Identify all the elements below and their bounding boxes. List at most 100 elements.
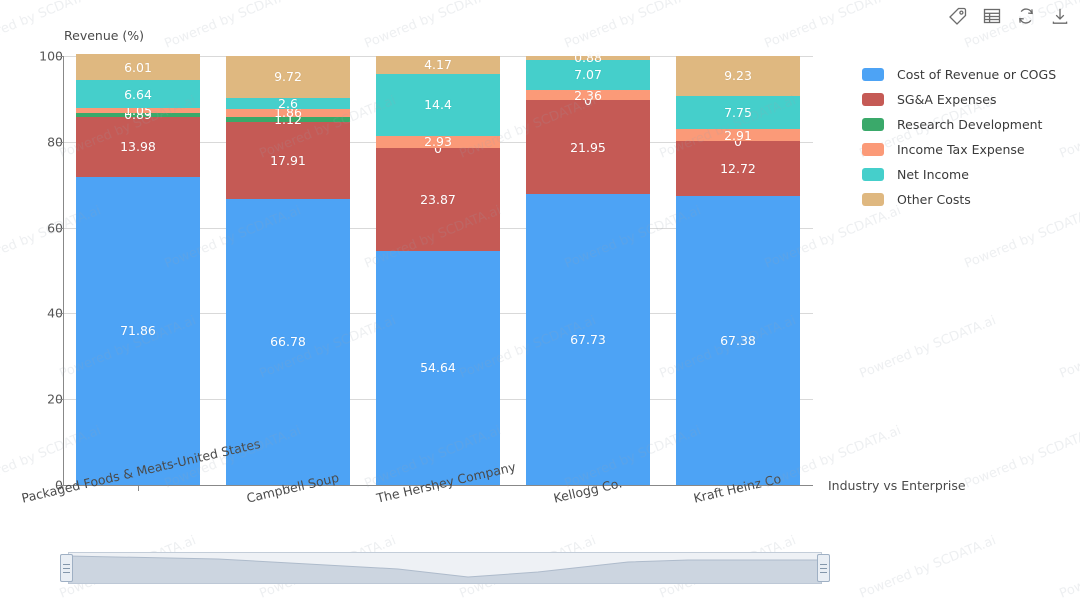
bar-segment[interactable]: 1.05 <box>76 103 200 118</box>
bar-segment[interactable]: 4.17 <box>376 55 500 74</box>
tag-icon[interactable] <box>948 6 968 26</box>
range-slider[interactable] <box>60 550 830 588</box>
bar-segment-label: 23.87 <box>420 191 456 207</box>
y-tick-mark <box>57 227 63 229</box>
range-slider-right-handle[interactable] <box>817 554 830 582</box>
legend-label: Cost of Revenue or COGS <box>897 67 1057 82</box>
bar-segment[interactable]: 2.6 <box>226 95 350 111</box>
bar-stack[interactable]: 66.78 17.91 1.12 1.86 2.6 9.72 <box>226 56 350 485</box>
bar-segment[interactable]: 2.93 <box>376 134 500 150</box>
bar-stack[interactable]: 71.86 13.98 0.89 1.05 6.64 6.01 <box>76 54 200 485</box>
y-tick-label: 20 <box>47 391 63 407</box>
bar-segment[interactable]: 9.72 <box>226 56 350 98</box>
bar-segment-label: 0 <box>734 133 742 149</box>
bar-segment-label: 0.88 <box>574 50 602 66</box>
bar-segment[interactable]: 21.95 <box>526 100 650 195</box>
bar-segment-label: 6.64 <box>124 86 152 102</box>
bar-stack[interactable]: 67.73 21.95 0 2.36 7.07 0.88 <box>526 50 650 485</box>
watermark-text: Powered by SCDATA.ai <box>962 203 1080 272</box>
bar-segment[interactable]: 23.87 <box>376 148 500 251</box>
bar-segment-label: 21.95 <box>570 139 606 155</box>
bar-segment[interactable]: 2.36 <box>526 87 650 103</box>
legend-item[interactable]: SG&A Expenses <box>862 87 1056 112</box>
legend-label: Income Tax Expense <box>897 142 1025 157</box>
y-tick-mark <box>57 485 63 486</box>
bar-segment-label: 66.78 <box>270 334 306 350</box>
x-category-labels: Packaged Foods & Meats-United States Camp… <box>20 436 823 555</box>
bar-segment-label: 71.86 <box>120 323 156 339</box>
bar-segment[interactable]: 9.23 <box>676 56 800 96</box>
bar-stack[interactable]: 67.38 12.72 0 2.91 7.75 9.23 <box>676 56 800 485</box>
bar-segment-label: 2.36 <box>574 87 602 103</box>
y-tick-label: 60 <box>47 220 63 236</box>
bar-segment-label: 2.6 <box>278 95 298 111</box>
watermark-text: Powered by SCDATA.ai <box>762 0 904 52</box>
chart-legend: Cost of Revenue or COGS SG&A Expenses Rese… <box>862 62 1056 212</box>
y-tick-label: 80 <box>47 134 63 150</box>
y-axis-line <box>63 56 64 485</box>
y-tick-mark <box>57 56 63 57</box>
bar-segment-label: 2.93 <box>424 134 452 150</box>
y-tick-labels: 020406080100 <box>18 49 63 493</box>
bar-segment[interactable]: 66.78 <box>226 198 350 485</box>
bar-segment[interactable]: 0.88 <box>526 50 650 65</box>
x-tick-mark <box>438 485 439 491</box>
watermark-text: Powered by SCDATA.ai <box>0 0 104 52</box>
bar-segment[interactable]: 13.98 <box>76 116 200 177</box>
legend-item[interactable]: Other Costs <box>862 187 1056 212</box>
plot-area: 71.86 13.98 0.89 1.05 6.64 6.01 66.78 17.91 1.12… <box>63 50 813 491</box>
bar-segment[interactable]: 67.73 <box>526 194 650 485</box>
legend-item[interactable]: Research Development <box>862 112 1056 137</box>
legend-label: Research Development <box>897 117 1043 132</box>
legend-item[interactable]: Cost of Revenue or COGS <box>862 62 1056 87</box>
watermark-text: Powered by SCDATA.ai <box>962 423 1080 492</box>
bar-segment-label: 7.75 <box>724 104 752 120</box>
bar-segment-label: 4.17 <box>424 57 452 73</box>
bar-segment[interactable]: 6.01 <box>76 54 200 80</box>
chart-toolbar <box>948 6 1070 26</box>
bar-segment-label: 1.86 <box>274 105 302 121</box>
download-icon[interactable] <box>1050 6 1070 26</box>
bar-segment[interactable]: 71.86 <box>76 176 200 485</box>
y-tick-mark <box>57 313 63 315</box>
bar-segment-label: 14.4 <box>424 97 452 113</box>
x-tick-mark <box>138 485 139 491</box>
legend-item[interactable]: Net Income <box>862 162 1056 187</box>
watermark-text: Powered by SCDATA.ai <box>1057 533 1080 600</box>
bar-stack[interactable]: 54.64 23.87 0 2.93 14.4 4.17 <box>376 55 500 485</box>
bar-segment[interactable]: 6.64 <box>76 79 200 109</box>
bar-segment[interactable]: 1.86 <box>226 105 350 120</box>
bar-segment-label: 54.64 <box>420 360 456 376</box>
table-icon[interactable] <box>982 6 1002 26</box>
bar-segment-label: 2.91 <box>724 127 752 143</box>
bar-segment-label: 0 <box>584 92 592 108</box>
bar-segment[interactable]: 67.38 <box>676 195 800 485</box>
watermark-text: Powered by SCDATA.ai <box>857 313 999 382</box>
bar-segment-label: 9.23 <box>724 68 752 84</box>
bar-segment-label: 12.72 <box>720 161 756 177</box>
bar-segment-label: 6.01 <box>124 59 152 75</box>
legend-swatch <box>862 143 884 156</box>
legend-item[interactable]: Income Tax Expense <box>862 137 1056 162</box>
bar-segment[interactable]: 14.4 <box>376 73 500 136</box>
watermark-text: Powered by SCDATA.ai <box>162 0 304 52</box>
x-axis-title: Industry vs Enterprise <box>828 478 966 493</box>
bar-segment[interactable]: 12.72 <box>676 141 800 196</box>
watermark-text: Powered by SCDATA.ai <box>1057 93 1080 162</box>
y-axis-title: Revenue (%) <box>64 28 145 43</box>
bar-segment[interactable]: 54.64 <box>376 250 500 485</box>
bar-segment[interactable]: 2.91 <box>676 127 800 143</box>
bar-segment[interactable]: 7.75 <box>676 95 800 129</box>
x-tick-mark <box>738 485 739 491</box>
legend-label: Net Income <box>897 167 969 182</box>
y-tick-label: 100 <box>39 48 63 64</box>
bar-segment[interactable]: 17.91 <box>226 121 350 199</box>
legend-swatch <box>862 93 884 106</box>
legend-swatch <box>862 168 884 181</box>
bar-segment-label: 67.38 <box>720 332 756 348</box>
bar-segment[interactable]: 7.07 <box>526 59 650 91</box>
range-slider-left-handle[interactable] <box>60 554 73 582</box>
refresh-icon[interactable] <box>1016 6 1036 26</box>
bar-segment-label: 13.98 <box>120 139 156 155</box>
